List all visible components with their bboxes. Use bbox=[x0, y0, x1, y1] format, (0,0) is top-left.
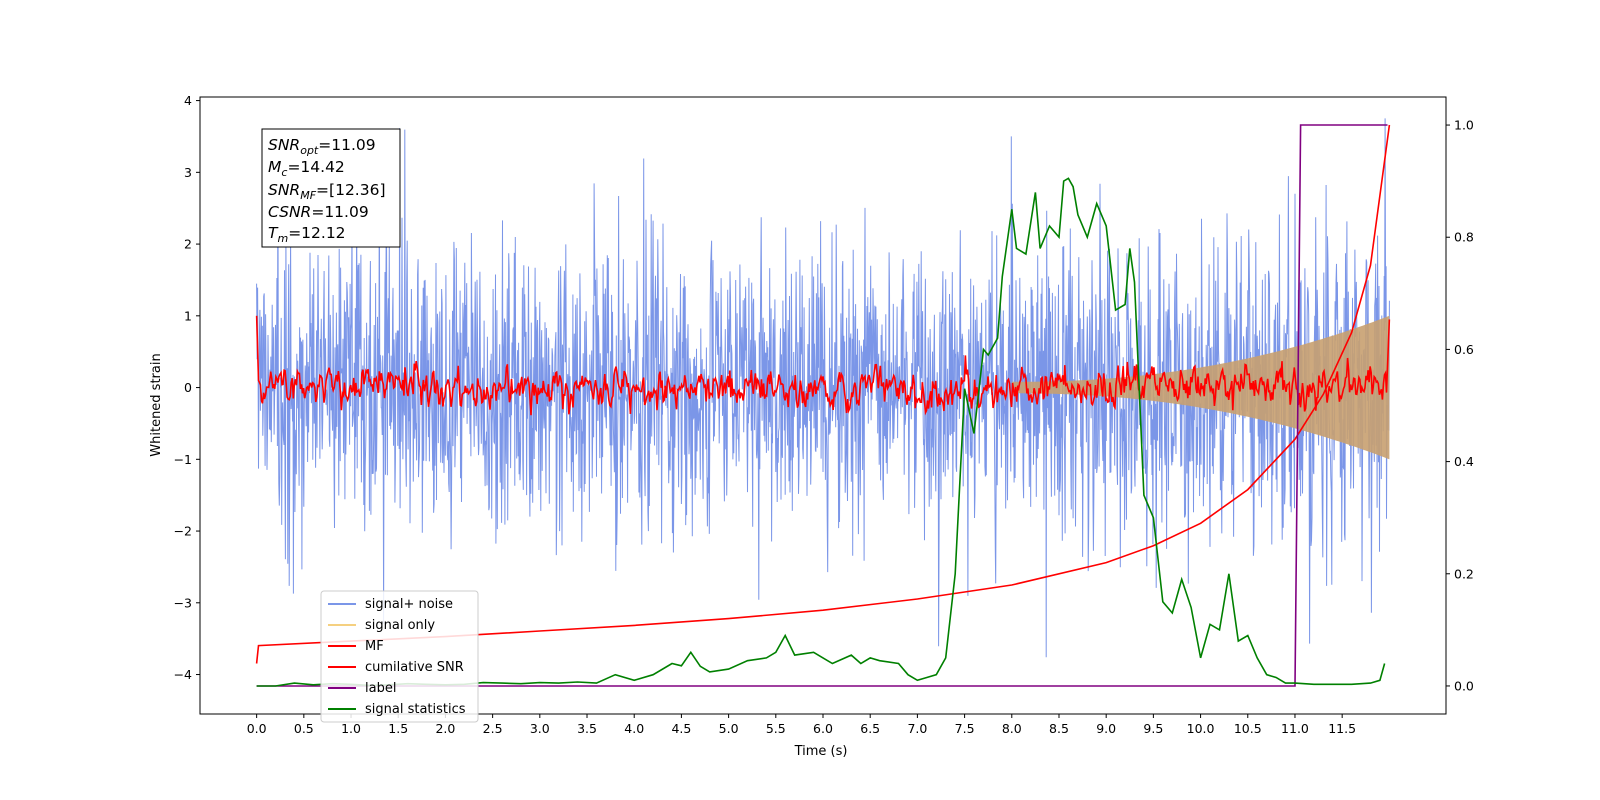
y2-tick-label: 1.0 bbox=[1454, 118, 1474, 133]
x-tick-label: 8.0 bbox=[1002, 721, 1022, 736]
y-tick-label: −3 bbox=[174, 595, 192, 610]
x-tick-label: 10.5 bbox=[1234, 721, 1262, 736]
legend-label-label: label bbox=[365, 681, 396, 696]
annotation-snr-mf: SNRMF=[12.36] bbox=[268, 181, 386, 202]
series-label bbox=[256, 124, 1388, 687]
y-tick-label: 4 bbox=[184, 93, 192, 108]
ticks: 0.0 0.5 1.0 1.5 2.0 2.5 3.0 3.5 4.0 4.5 5.0 5.5 6.0 6… bbox=[174, 93, 1474, 736]
y-axis-label: Whitened strain bbox=[149, 353, 164, 456]
legend-label-cumulative-snr: cumilative SNR bbox=[365, 660, 464, 675]
x-tick-label: 10.0 bbox=[1187, 721, 1215, 736]
y-tick-label: 0 bbox=[184, 380, 192, 395]
legend-label-signal-only: signal only bbox=[365, 618, 435, 633]
x-tick-label: 4.0 bbox=[624, 721, 644, 736]
legend-label-signal-noise: signal+ noise bbox=[365, 597, 453, 612]
x-tick-label: 1.5 bbox=[388, 721, 408, 736]
y-tick-label: 2 bbox=[184, 237, 192, 252]
y-tick-label: −1 bbox=[174, 452, 192, 467]
annotation-snr-opt: SNRopt=11.09 bbox=[268, 136, 376, 157]
legend-label-signal-statistics: signal statistics bbox=[365, 702, 466, 717]
x-tick-label: 11.0 bbox=[1281, 721, 1309, 736]
y2-tick-label: 0.6 bbox=[1454, 342, 1474, 357]
x-tick-label: 7.0 bbox=[907, 721, 927, 736]
x-tick-label: 11.5 bbox=[1328, 721, 1356, 736]
y2-tick-label: 0.0 bbox=[1454, 678, 1474, 693]
x-tick-label: 1.0 bbox=[341, 721, 361, 736]
y2-tick-label: 0.2 bbox=[1454, 566, 1474, 581]
series-signal-noise bbox=[256, 118, 1390, 658]
y-tick-label: −4 bbox=[174, 667, 192, 682]
y2-tick-label: 0.8 bbox=[1454, 230, 1474, 245]
y-tick-label: 3 bbox=[184, 165, 192, 180]
x-tick-label: 9.5 bbox=[1143, 721, 1163, 736]
x-tick-label: 7.5 bbox=[955, 721, 975, 736]
x-tick-label: 0.5 bbox=[294, 721, 314, 736]
annotation-mc: Mc=14.42 bbox=[268, 158, 345, 179]
x-tick-label: 8.5 bbox=[1049, 721, 1069, 736]
series-mf bbox=[255, 315, 1391, 416]
x-tick-label: 5.5 bbox=[766, 721, 786, 736]
x-tick-label: 6.0 bbox=[813, 721, 833, 736]
annotation-tm: Tm=12.12 bbox=[268, 224, 346, 245]
x-tick-label: 4.5 bbox=[671, 721, 691, 736]
x-tick-label: 3.0 bbox=[530, 721, 550, 736]
series-signal-statistics bbox=[256, 177, 1386, 687]
x-axis-label: Time (s) bbox=[794, 744, 848, 759]
x-tick-label: 2.0 bbox=[435, 721, 455, 736]
x-tick-label: 2.5 bbox=[483, 721, 503, 736]
y-tick-label: 1 bbox=[184, 308, 192, 323]
x-tick-label: 6.5 bbox=[860, 721, 880, 736]
annotation-box: SNRopt=11.09 Mc=14.42 SNRMF=[12.36] CSNR… bbox=[261, 128, 401, 248]
legend-label-mf: MF bbox=[365, 639, 384, 654]
x-tick-label: 5.0 bbox=[719, 721, 739, 736]
y-tick-label: −2 bbox=[174, 524, 192, 539]
legend: signal+ noise signal only MF cumilative … bbox=[320, 590, 479, 723]
legend-box bbox=[320, 590, 479, 723]
annotation-csnr: CSNR=11.09 bbox=[268, 203, 369, 221]
x-tick-label: 0.0 bbox=[247, 721, 267, 736]
x-tick-label: 9.0 bbox=[1096, 721, 1116, 736]
x-tick-label: 3.5 bbox=[577, 721, 597, 736]
y2-tick-label: 0.4 bbox=[1454, 454, 1474, 469]
